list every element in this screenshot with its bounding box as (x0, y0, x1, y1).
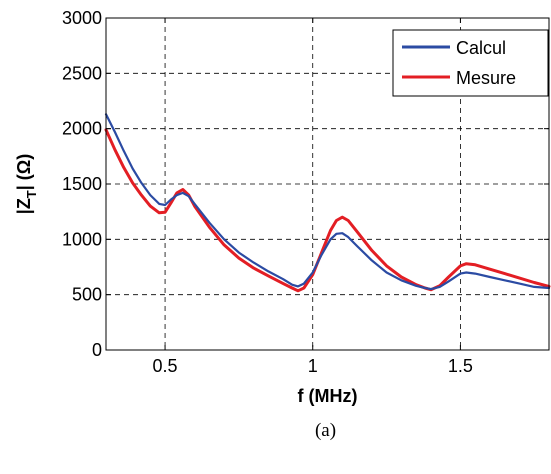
y-tick-label: 2000 (62, 119, 102, 139)
axis-ticks: 0.5 1 1.5 0 500 1000 1500 2000 2500 3000 (62, 8, 549, 376)
y-axis-title-rest: | (Ω) (14, 154, 34, 190)
y-tick-label: 500 (72, 285, 102, 305)
legend: Calcul Mesure (392, 29, 549, 97)
x-tick-label: 1 (308, 356, 318, 376)
x-tick-label: 1.5 (448, 356, 473, 376)
y-tick-label: 2500 (62, 63, 102, 83)
legend-box (392, 29, 549, 97)
y-tick-label: 0 (92, 340, 102, 360)
series-line-calcul (104, 113, 551, 291)
series-lines (104, 113, 551, 293)
y-axis-title-main: |Z (14, 198, 34, 214)
figure-caption: (a) (315, 420, 336, 441)
y-tick-label: 1000 (62, 229, 102, 249)
legend-label-mesure: Mesure (456, 68, 516, 88)
x-axis-title: f (MHz) (298, 386, 358, 406)
y-axis-title-subscript: T (24, 190, 39, 198)
series-line-mesure (104, 128, 551, 293)
y-tick-label: 1500 (62, 174, 102, 194)
legend-label-calcul: Calcul (456, 38, 506, 58)
y-axis-title: |ZT| (Ω) (14, 154, 39, 214)
x-tick-label: 0.5 (153, 356, 178, 376)
y-tick-label: 3000 (62, 8, 102, 28)
